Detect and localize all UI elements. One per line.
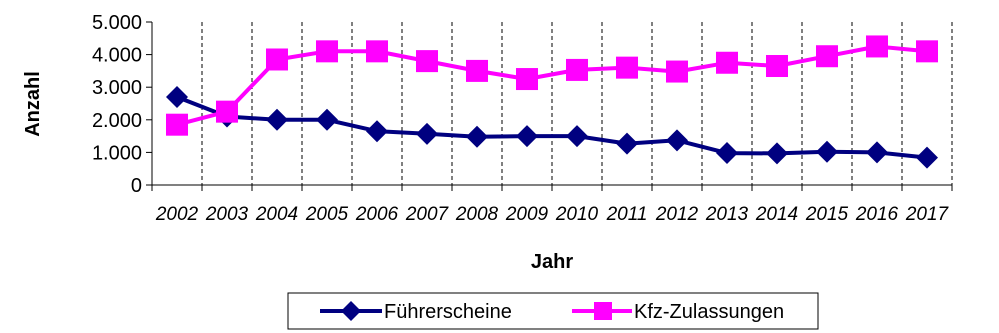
grid <box>201 22 953 185</box>
x-tick-label: 2013 <box>705 204 749 225</box>
data-point-marker <box>466 59 488 82</box>
data-point-marker <box>266 108 288 131</box>
y-tick-label: 1.000 <box>92 142 142 164</box>
data-point-marker <box>566 125 588 148</box>
x-tick-label: 2011 <box>606 204 648 225</box>
x-tick-label: 2010 <box>555 204 599 225</box>
data-point-marker <box>916 40 938 63</box>
x-tick-label: 2002 <box>155 204 199 225</box>
data-point-marker <box>466 125 488 148</box>
data-point-marker <box>666 129 688 152</box>
data-point-marker <box>216 100 238 123</box>
x-tick-label: 2007 <box>405 204 450 225</box>
series-1 <box>166 85 938 169</box>
y-tick-label: 4.000 <box>92 45 142 67</box>
series-line <box>176 95 928 160</box>
data-point-marker <box>716 51 738 74</box>
data-point-marker <box>866 141 888 164</box>
data-point-marker <box>166 85 188 108</box>
data-point-marker <box>366 120 388 143</box>
series-2 <box>166 35 938 136</box>
data-point-marker <box>916 146 938 169</box>
axes <box>146 21 953 191</box>
data-point-marker <box>616 132 638 155</box>
data-point-marker <box>516 68 538 91</box>
series <box>166 35 938 169</box>
data-point-marker <box>266 48 288 71</box>
legend-label: Kfz-Zulassungen <box>634 301 784 323</box>
series-line <box>176 44 928 127</box>
data-point-marker <box>816 140 838 163</box>
data-point-marker <box>516 125 538 148</box>
data-point-marker <box>316 40 338 63</box>
legend-item-kfz-zulassungen: Kfz-Zulassungen <box>572 301 784 323</box>
legend-item-fuehrerscheine: Führerscheine <box>320 301 512 323</box>
x-tick-labels: 2002 2003 2004 2005 2006 2007 2008 2009 2010 2011… <box>155 204 950 225</box>
x-tick-label: 2004 <box>255 204 298 225</box>
y-tick-labels: 0 1.000 2.000 3.000 4.000 5.000 <box>92 12 142 197</box>
x-tick-label: 2005 <box>305 204 349 225</box>
y-tick-label: 5.000 <box>92 12 142 34</box>
data-point-marker <box>766 142 788 165</box>
legend-label: Führerscheine <box>384 301 512 323</box>
data-point-marker <box>716 142 738 165</box>
data-point-marker <box>616 56 638 79</box>
y-tick-label: 3.000 <box>92 77 142 99</box>
x-tick-label: 2015 <box>805 204 849 225</box>
x-tick-label: 2009 <box>505 204 549 225</box>
y-axis-title: Anzahl <box>22 71 44 137</box>
y-tick-label: 2.000 <box>92 110 142 132</box>
x-tick-label: 2014 <box>755 204 798 225</box>
legend-swatch-marker <box>594 302 612 320</box>
x-tick-label: 2017 <box>905 204 950 225</box>
x-tick-label: 2012 <box>655 204 699 225</box>
x-axis-title: Jahr <box>531 251 573 273</box>
data-point-marker <box>416 50 438 73</box>
y-tick-label: 0 <box>131 175 142 197</box>
legend-swatch-marker <box>341 301 361 321</box>
legend: Führerscheine Kfz-Zulassungen <box>287 292 819 330</box>
data-point-marker <box>166 113 188 136</box>
data-point-marker <box>416 122 438 145</box>
data-point-marker <box>816 45 838 68</box>
data-point-marker <box>766 55 788 78</box>
x-tick-label: 2006 <box>355 204 399 225</box>
x-tick-label: 2016 <box>855 204 899 225</box>
x-tick-label: 2008 <box>455 204 499 225</box>
data-point-marker <box>366 40 388 63</box>
x-tick-label: 2003 <box>205 204 249 225</box>
data-point-marker <box>866 35 888 58</box>
data-point-marker <box>666 60 688 83</box>
data-point-marker <box>566 58 588 81</box>
data-point-marker <box>316 108 338 131</box>
